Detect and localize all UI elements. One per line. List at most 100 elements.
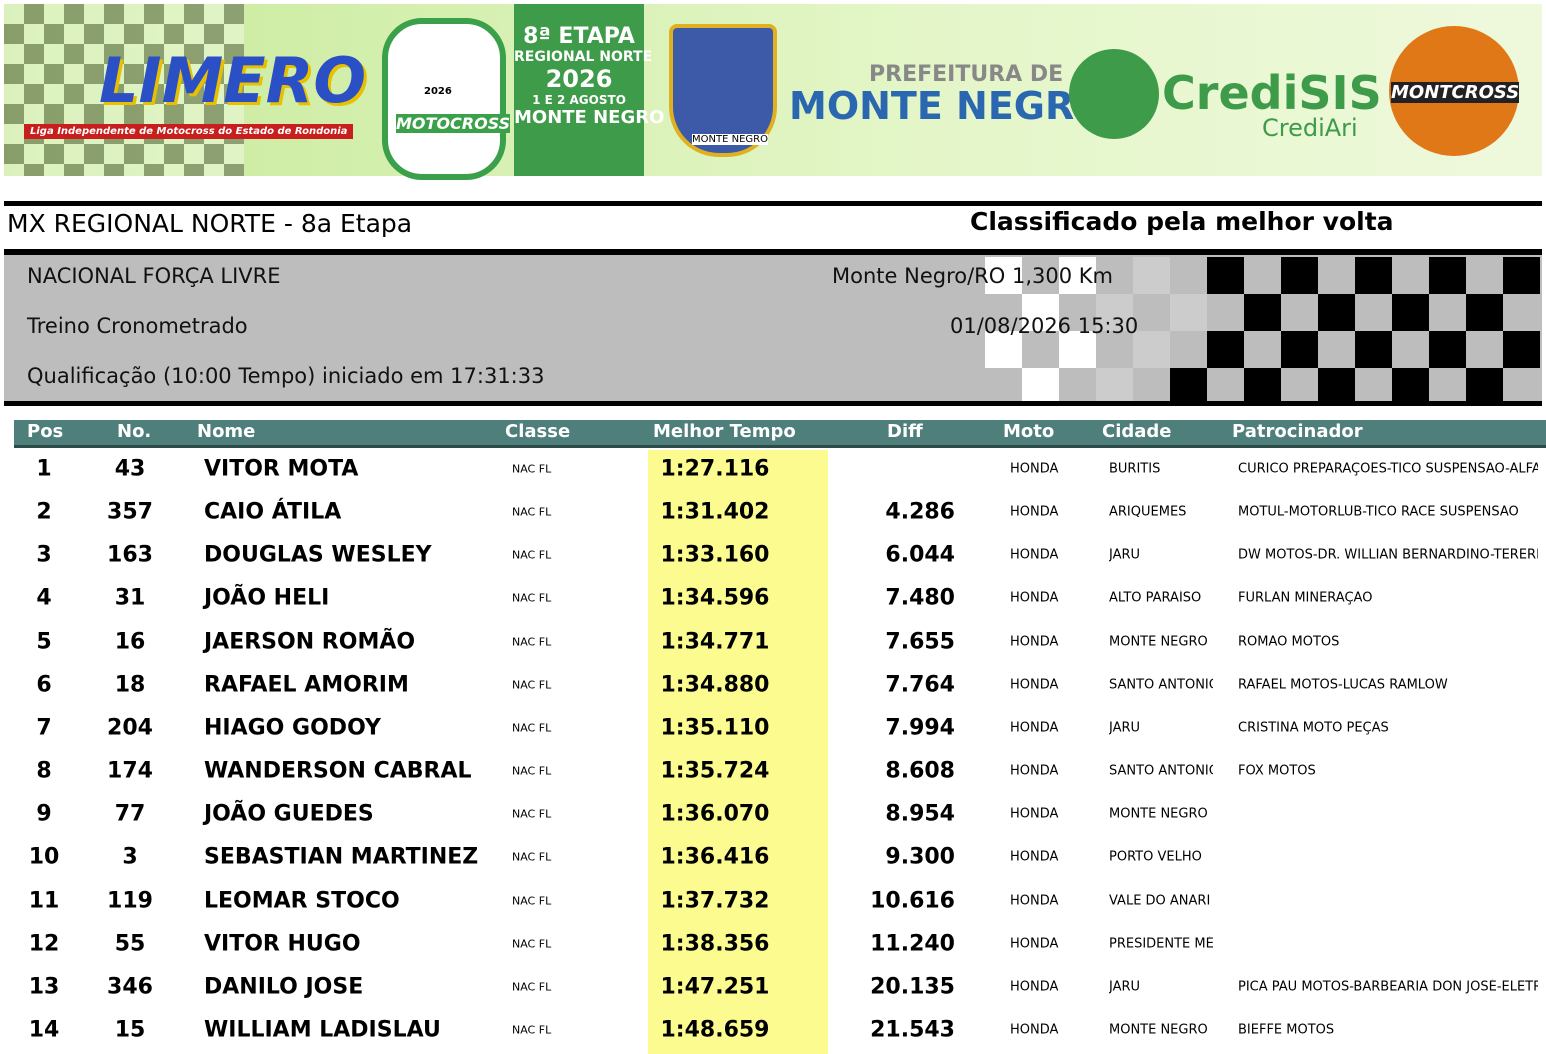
number: 204: [107, 715, 153, 741]
stage-box: 8ª ETAPA REGIONAL NORTE 2026 1 E 2 AGOST…: [514, 4, 665, 176]
flag-square: [1170, 294, 1207, 331]
checkered-flag: [985, 257, 1540, 405]
sort-note: Classificado pela melhor volta: [970, 207, 1394, 236]
event-title: MX REGIONAL NORTE - 8a Etapa: [7, 209, 413, 238]
pos: 12: [28, 931, 60, 957]
city: VALE DO ANARI: [1109, 893, 1211, 908]
name: RAFAEL AMORIM: [204, 672, 409, 698]
moto: HONDA: [1010, 936, 1059, 952]
montcross: MONTCROSS: [1391, 82, 1520, 103]
name: JAERSON ROMÃO: [204, 629, 416, 655]
class: NAC FL: [512, 462, 552, 476]
moto: HONDA: [1010, 634, 1059, 650]
badge-year: 2026: [424, 86, 452, 97]
montcross-logo: MONTCROSS: [1389, 26, 1520, 156]
city: JARU: [1109, 979, 1141, 995]
pos: 7: [36, 715, 52, 741]
best-time: 1:38.356: [660, 931, 770, 957]
column-header: Moto: [1003, 421, 1055, 442]
rule: [4, 401, 1542, 406]
column-header: Pos: [27, 421, 64, 442]
class: NAC FL: [512, 678, 552, 692]
flag-square: [1318, 368, 1355, 405]
city: ALTO PARAÍSO: [1109, 590, 1202, 606]
session: Treino Cronometrado: [27, 314, 248, 338]
flag-square: [1281, 331, 1318, 368]
flag-square: [1096, 368, 1133, 405]
moto: HONDA: [1010, 893, 1059, 908]
pos: 1: [36, 456, 52, 482]
class: NAC FL: [512, 635, 552, 649]
pos: 11: [28, 888, 60, 913]
sponsor: BIEFFE MOTOS: [1238, 1022, 1335, 1038]
best-time: 1:48.659: [660, 1017, 770, 1043]
moto: HONDA: [1010, 677, 1059, 693]
pos: 9: [36, 801, 52, 827]
moto: HONDA: [1010, 720, 1059, 736]
pos: 5: [36, 629, 52, 655]
city: SANTO ANTÔNIO: [1109, 677, 1213, 693]
column-header: Cidade: [1102, 421, 1172, 442]
pos: 13: [28, 974, 60, 1000]
number: 55: [114, 931, 146, 957]
best-time: 1:33.160: [660, 542, 770, 568]
number: 346: [107, 974, 153, 1000]
name: WANDERSON CABRAL: [204, 758, 472, 784]
city: BURITIS: [1109, 461, 1161, 477]
stage: 8ª ETAPA: [523, 24, 635, 49]
class: NAC FL: [512, 894, 552, 907]
pos: 6: [36, 672, 52, 698]
pos: 14: [28, 1017, 60, 1043]
number: 163: [107, 542, 153, 568]
stage-city: MONTE NEGRO: [514, 107, 665, 128]
flag-square: [1170, 368, 1207, 405]
column-header: Diff: [887, 421, 923, 442]
name: VITOR HUGO: [204, 931, 361, 957]
flag-square: [1392, 368, 1429, 405]
flag-square: [1355, 257, 1392, 294]
flag-square: [1429, 257, 1466, 294]
column-header: Nome: [197, 421, 256, 442]
class: NAC FL: [512, 980, 552, 994]
city: JARU: [1109, 720, 1141, 736]
best-time: 1:47.251: [660, 974, 770, 1000]
sponsor: FURLAN MINERAÇÃO: [1238, 590, 1373, 606]
diff: 20.135: [870, 974, 955, 1000]
city: SANTO ANTÔNIO: [1109, 763, 1213, 779]
class: NAC FL: [512, 721, 552, 735]
city: JARU: [1109, 547, 1141, 563]
diff: 7.480: [885, 585, 955, 611]
column-header: Classe: [505, 421, 571, 442]
flag-square: [1466, 294, 1503, 331]
city: MONTE NEGRO: [1109, 1022, 1208, 1038]
prefeitura: PREFEITURA DE: [869, 62, 1064, 87]
flag-square: [1207, 257, 1244, 294]
name: CAIO ÁTILA: [204, 499, 342, 525]
city: PORTO VELHO: [1109, 849, 1202, 865]
moto: HONDA: [1010, 763, 1059, 779]
diff: 7.994: [885, 715, 955, 741]
sponsor: ROMÃO MOTOS: [1238, 634, 1340, 650]
datetime: 01/08/2026 15:30: [950, 314, 1139, 338]
number: 119: [107, 888, 153, 913]
class: NAC FL: [512, 591, 552, 605]
flag-square: [1503, 257, 1540, 294]
banner: LIMERO Liga Independente de Motocross do…: [4, 4, 1542, 180]
table-header: [14, 420, 1546, 448]
rule: [4, 249, 1542, 255]
name: DOUGLAS WESLEY: [204, 542, 432, 568]
class: NAC FL: [512, 807, 552, 821]
moto: HONDA: [1010, 849, 1059, 865]
pos: 3: [36, 542, 52, 568]
credisis: CrediSIS: [1162, 66, 1382, 120]
diff: 10.616: [870, 888, 955, 913]
stage-region: REGIONAL NORTE: [514, 49, 653, 65]
badge-name: MOTOCROSS: [396, 114, 511, 133]
column-header: Patrocinador: [1232, 421, 1363, 442]
number: 16: [114, 629, 146, 655]
diff: 7.764: [885, 672, 955, 698]
column-header: Melhor Tempo: [653, 421, 796, 442]
flag-square: [1318, 294, 1355, 331]
column-header: No.: [117, 421, 152, 442]
